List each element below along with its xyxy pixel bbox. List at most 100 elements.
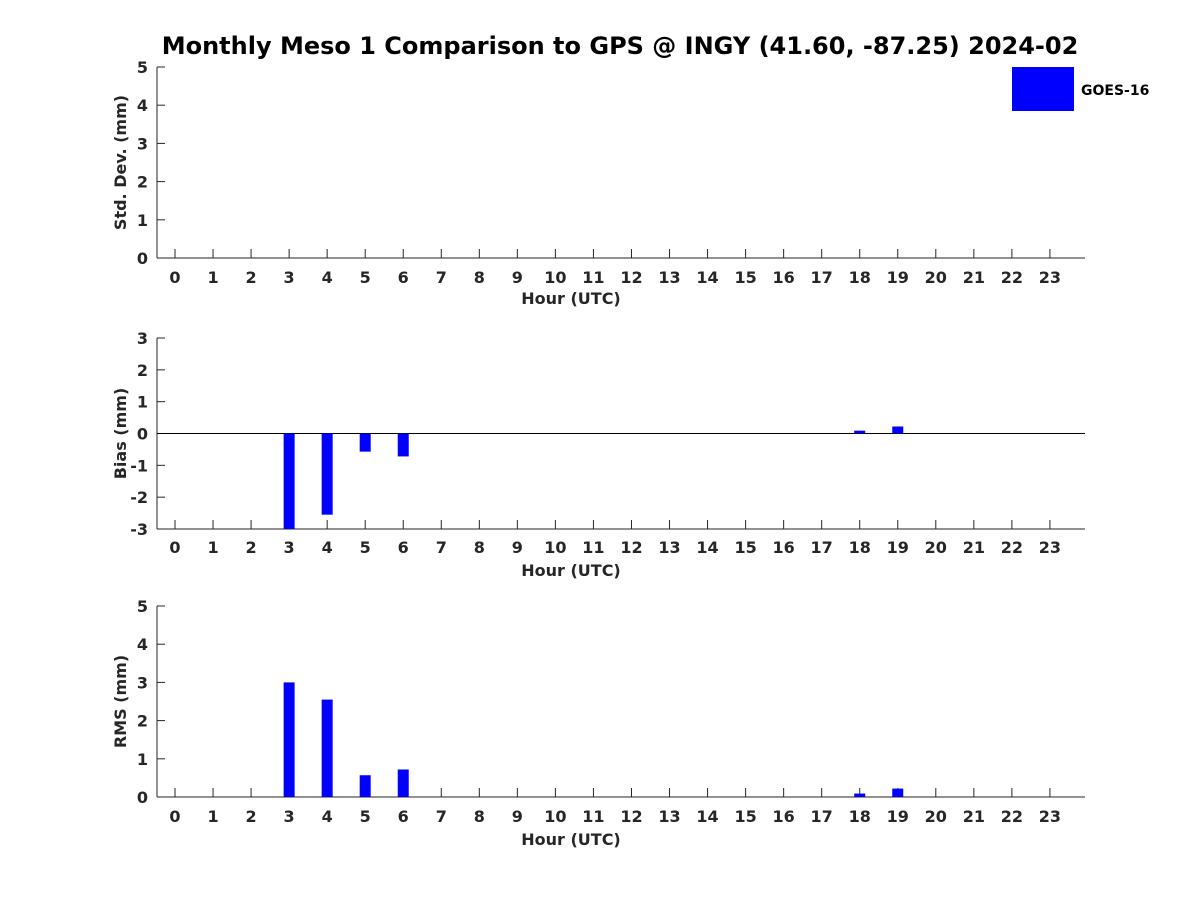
- rms-x-tick-label: 10: [544, 807, 566, 826]
- rms-x-tick-label: 1: [207, 807, 218, 826]
- rms-x-tick-label: 14: [696, 807, 718, 826]
- legend: GOES-16: [1012, 67, 1149, 111]
- bias-x-tick-label: 1: [207, 538, 218, 557]
- rms-x-tick-label: 2: [246, 807, 257, 826]
- rms-y-tick-label: 1: [137, 750, 148, 769]
- stddev-y-tick-label: 3: [137, 134, 148, 153]
- stddev-x-tick-label: 3: [284, 268, 295, 287]
- stddev-x-tick-label: 5: [360, 268, 371, 287]
- stddev-x-tick-label: 15: [734, 268, 756, 287]
- rms-x-tick-label: 18: [849, 807, 871, 826]
- bias-y-tick-label: 2: [137, 361, 148, 380]
- stddev-x-tick-label: 19: [887, 268, 909, 287]
- rms-x-tick-label: 0: [169, 807, 180, 826]
- bias-x-tick-label: 7: [436, 538, 447, 557]
- bias-x-tick-label: 8: [474, 538, 485, 557]
- stddev-x-tick-label: 16: [773, 268, 795, 287]
- stddev-x-tick-label: 10: [544, 268, 566, 287]
- stddev-y-tick-label: 1: [137, 211, 148, 230]
- legend-swatch-goes-16: [1012, 67, 1074, 111]
- rms-x-tick-label: 22: [1001, 807, 1023, 826]
- stddev-x-tick-label: 8: [474, 268, 485, 287]
- bias-bar-hour-6: [397, 433, 409, 457]
- bias-x-tick-label: 10: [544, 538, 566, 557]
- bias-bar-hour-5: [359, 433, 371, 452]
- rms-bar-hour-5: [359, 775, 371, 797]
- bias-y-tick-label: -3: [130, 520, 148, 539]
- stddev-y-tick-label: 5: [137, 58, 148, 77]
- stddev-x-tick-label: 11: [582, 268, 604, 287]
- stddev-x-axis-label: Hour (UTC): [521, 289, 621, 308]
- bias-x-tick-label: 22: [1001, 538, 1023, 557]
- bias-x-tick-label: 3: [284, 538, 295, 557]
- stddev-x-tick-label: 22: [1001, 268, 1023, 287]
- bias-x-tick-label: 14: [696, 538, 718, 557]
- rms-y-tick-label: 5: [137, 597, 148, 616]
- stddev-x-tick-label: 7: [436, 268, 447, 287]
- bias-x-tick-label: 2: [246, 538, 257, 557]
- rms-x-tick-label: 20: [925, 807, 947, 826]
- rms-x-tick-label: 3: [284, 807, 295, 826]
- rms-x-tick-label: 16: [773, 807, 795, 826]
- rms-x-tick-label: 5: [360, 807, 371, 826]
- chart-title: Monthly Meso 1 Comparison to GPS @ INGY …: [162, 32, 1079, 60]
- rms-x-tick-label: 6: [398, 807, 409, 826]
- bias-bar-hour-3: [283, 433, 295, 529]
- bias-y-tick-label: -1: [130, 456, 148, 475]
- stddev-y-tick-label: 4: [137, 96, 148, 115]
- bias-y-tick-label: 0: [137, 425, 148, 444]
- stddev-y-axis-label: Std. Dev. (mm): [111, 95, 130, 230]
- stddev-x-tick-label: 0: [169, 268, 180, 287]
- stddev-x-tick-label: 1: [207, 268, 218, 287]
- bias-bar-hour-4: [321, 433, 333, 515]
- rms-x-tick-label: 17: [811, 807, 833, 826]
- stddev-x-tick-label: 13: [658, 268, 680, 287]
- stddev-x-tick-label: 6: [398, 268, 409, 287]
- bias-y-tick-label: 1: [137, 393, 148, 412]
- rms-y-tick-label: 3: [137, 673, 148, 692]
- rms-y-tick-label: 0: [137, 788, 148, 807]
- stddev-x-tick-label: 4: [322, 268, 333, 287]
- stddev-x-tick-label: 17: [811, 268, 833, 287]
- legend-label-goes-16: GOES-16: [1081, 83, 1149, 99]
- rms-x-tick-label: 8: [474, 807, 485, 826]
- bias-bar-hour-19: [892, 426, 904, 434]
- bias-x-tick-label: 23: [1039, 538, 1061, 557]
- bias-x-tick-label: 5: [360, 538, 371, 557]
- bias-x-tick-label: 17: [811, 538, 833, 557]
- bias-x-tick-label: 12: [620, 538, 642, 557]
- rms-x-tick-label: 15: [734, 807, 756, 826]
- bias-x-axis-label: Hour (UTC): [521, 561, 621, 580]
- stddev-x-tick-label: 23: [1039, 268, 1061, 287]
- stddev-x-tick-label: 12: [620, 268, 642, 287]
- rms-x-tick-label: 12: [620, 807, 642, 826]
- rms-x-tick-label: 11: [582, 807, 604, 826]
- rms-x-tick-label: 23: [1039, 807, 1061, 826]
- rms-x-tick-label: 13: [658, 807, 680, 826]
- bias-x-tick-label: 18: [849, 538, 871, 557]
- rms-y-axis-label: RMS (mm): [111, 655, 130, 748]
- rms-y-tick-label: 2: [137, 712, 148, 731]
- stddev-y-tick-label: 0: [137, 249, 148, 268]
- stddev-x-tick-label: 21: [963, 268, 985, 287]
- bias-x-tick-label: 16: [773, 538, 795, 557]
- bias-y-axis-label: Bias (mm): [111, 388, 130, 480]
- rms-bar-hour-18: [854, 793, 866, 797]
- bias-bar-hour-18: [854, 430, 866, 434]
- rms-x-tick-label: 21: [963, 807, 985, 826]
- bias-x-tick-label: 15: [734, 538, 756, 557]
- stddev-y-tick-label: 2: [137, 173, 148, 192]
- stddev-x-tick-label: 9: [512, 268, 523, 287]
- bias-x-tick-label: 0: [169, 538, 180, 557]
- rms-y-tick-label: 4: [137, 635, 148, 654]
- rms-bar-hour-4: [321, 699, 333, 797]
- rms-bar-hour-6: [397, 769, 409, 797]
- bias-x-tick-label: 13: [658, 538, 680, 557]
- rms-x-tick-label: 4: [322, 807, 333, 826]
- bias-y-tick-label: 3: [137, 329, 148, 348]
